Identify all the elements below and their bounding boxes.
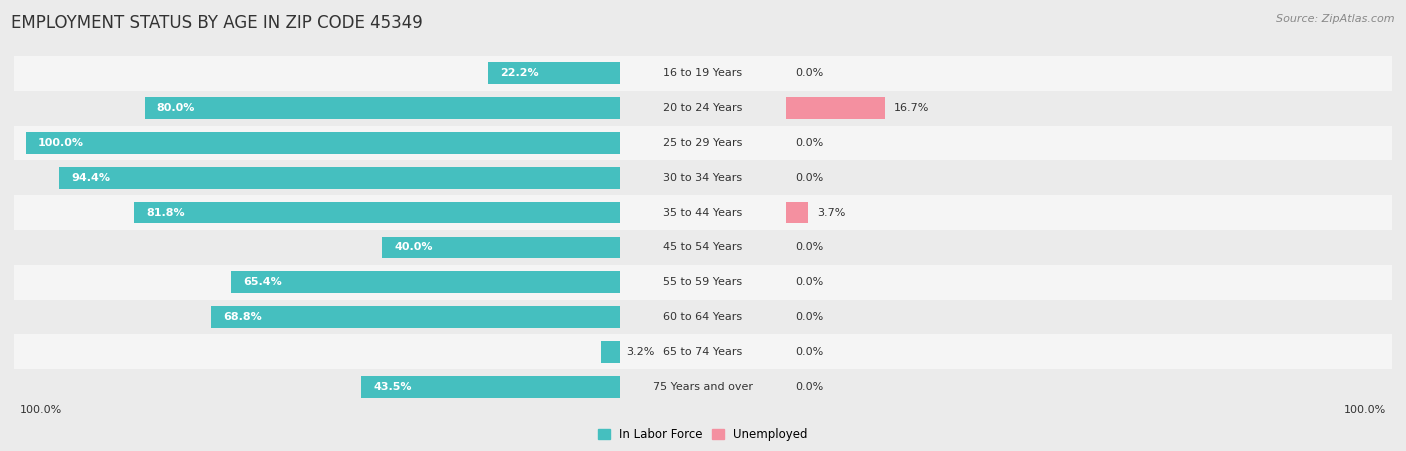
- Text: Source: ZipAtlas.com: Source: ZipAtlas.com: [1277, 14, 1395, 23]
- Text: 60 to 64 Years: 60 to 64 Years: [664, 312, 742, 322]
- Text: 3.2%: 3.2%: [626, 347, 654, 357]
- Text: 100.0%: 100.0%: [1344, 405, 1386, 415]
- Text: EMPLOYMENT STATUS BY AGE IN ZIP CODE 45349: EMPLOYMENT STATUS BY AGE IN ZIP CODE 453…: [11, 14, 423, 32]
- Bar: [382, 237, 620, 258]
- Text: 65 to 74 Years: 65 to 74 Years: [664, 347, 742, 357]
- Text: 30 to 34 Years: 30 to 34 Years: [664, 173, 742, 183]
- Bar: [134, 202, 620, 223]
- Text: 65.4%: 65.4%: [243, 277, 283, 287]
- Text: 55 to 59 Years: 55 to 59 Years: [664, 277, 742, 287]
- Text: 0.0%: 0.0%: [794, 347, 824, 357]
- Text: 68.8%: 68.8%: [224, 312, 262, 322]
- Bar: [14, 56, 1392, 91]
- Bar: [14, 369, 1392, 404]
- Text: 100.0%: 100.0%: [38, 138, 84, 148]
- Text: 94.4%: 94.4%: [72, 173, 110, 183]
- Bar: [14, 230, 1392, 265]
- Text: 40.0%: 40.0%: [394, 243, 433, 253]
- Text: 0.0%: 0.0%: [794, 382, 824, 392]
- Bar: [14, 125, 1392, 161]
- Text: 16 to 19 Years: 16 to 19 Years: [664, 68, 742, 78]
- Bar: [14, 265, 1392, 299]
- Bar: [232, 272, 620, 293]
- Bar: [361, 376, 620, 397]
- Text: 0.0%: 0.0%: [794, 68, 824, 78]
- Text: 75 Years and over: 75 Years and over: [652, 382, 754, 392]
- Bar: [600, 341, 620, 363]
- Text: 100.0%: 100.0%: [20, 405, 62, 415]
- Text: 20 to 24 Years: 20 to 24 Years: [664, 103, 742, 113]
- Text: 0.0%: 0.0%: [794, 173, 824, 183]
- Text: 16.7%: 16.7%: [894, 103, 929, 113]
- Bar: [14, 299, 1392, 335]
- Text: 22.2%: 22.2%: [501, 68, 538, 78]
- Bar: [14, 91, 1392, 125]
- Bar: [145, 97, 620, 119]
- Text: 0.0%: 0.0%: [794, 243, 824, 253]
- Bar: [14, 335, 1392, 369]
- Bar: [14, 161, 1392, 195]
- Bar: [14, 195, 1392, 230]
- Text: 81.8%: 81.8%: [146, 207, 184, 217]
- Text: 35 to 44 Years: 35 to 44 Years: [664, 207, 742, 217]
- Text: 0.0%: 0.0%: [794, 138, 824, 148]
- Bar: [25, 132, 620, 154]
- Bar: [211, 306, 620, 328]
- Bar: [786, 97, 886, 119]
- Text: 43.5%: 43.5%: [374, 382, 412, 392]
- Text: 80.0%: 80.0%: [156, 103, 195, 113]
- Legend: In Labor Force, Unemployed: In Labor Force, Unemployed: [593, 423, 813, 446]
- Text: 45 to 54 Years: 45 to 54 Years: [664, 243, 742, 253]
- Bar: [488, 63, 620, 84]
- Bar: [59, 167, 620, 189]
- Text: 3.7%: 3.7%: [817, 207, 845, 217]
- Bar: [786, 202, 808, 223]
- Text: 0.0%: 0.0%: [794, 277, 824, 287]
- Text: 25 to 29 Years: 25 to 29 Years: [664, 138, 742, 148]
- Text: 0.0%: 0.0%: [794, 312, 824, 322]
